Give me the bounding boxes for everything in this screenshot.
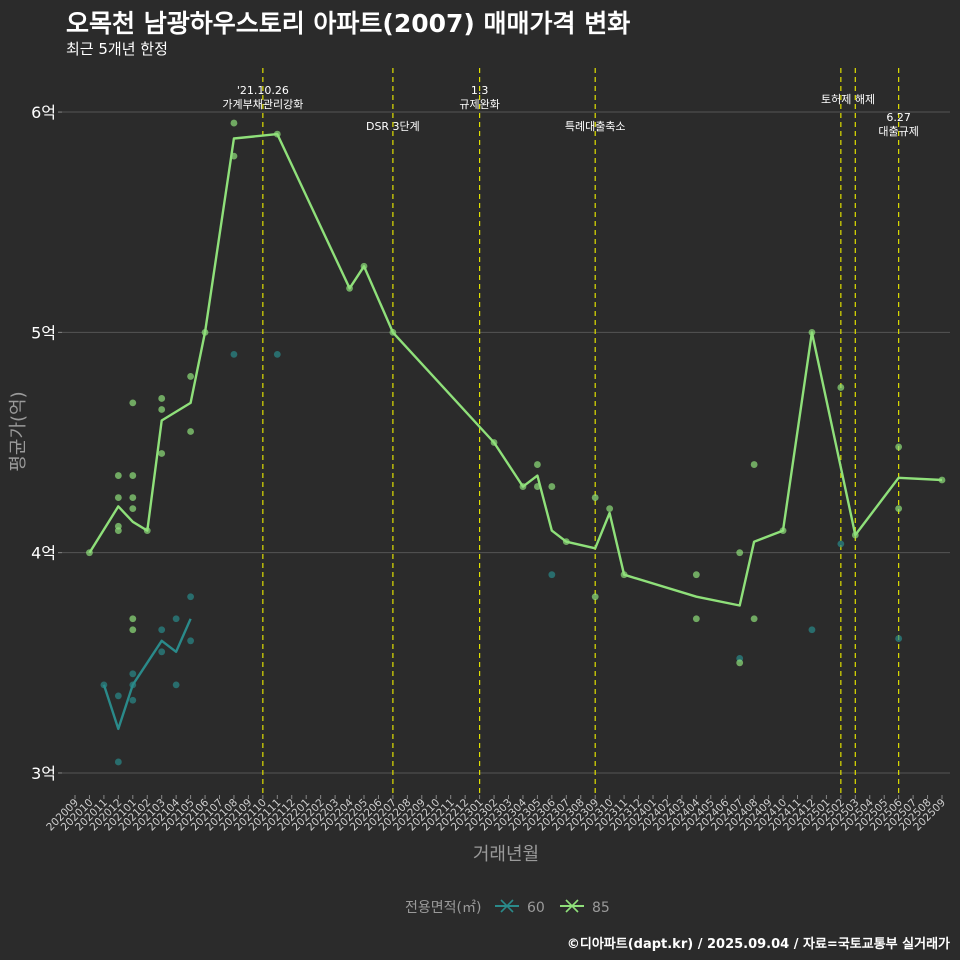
series-line-60 <box>102 618 192 731</box>
data-point-60 <box>187 637 195 645</box>
data-point-85 <box>692 571 700 579</box>
data-point-60 <box>808 626 816 634</box>
data-point-60 <box>187 593 195 601</box>
data-point-60 <box>548 571 556 579</box>
data-point-60 <box>230 350 238 358</box>
data-point-85 <box>606 505 614 513</box>
data-point-85 <box>158 395 166 402</box>
data-point-85 <box>692 615 700 623</box>
data-point-85 <box>895 505 903 513</box>
data-point-60 <box>114 758 122 766</box>
event-label: 규제완화 <box>459 98 499 111</box>
data-point-60 <box>837 540 845 548</box>
series-line-85 <box>88 132 943 607</box>
data-point-85 <box>736 659 744 667</box>
data-point-85 <box>129 615 137 623</box>
data-point-85 <box>187 373 195 380</box>
event-label: 대출규제 <box>878 125 918 138</box>
chart-subtitle: 최근 5개년 한정 <box>66 40 168 58</box>
event-label: 토허제 해제 <box>821 92 875 106</box>
data-point-60 <box>129 670 137 678</box>
data-point-85 <box>129 399 137 407</box>
data-point-85 <box>750 615 758 623</box>
event-label: 특례대출축소 <box>565 120 626 133</box>
data-point-85 <box>895 443 903 451</box>
y-axis-title: 평균가(억) <box>8 391 29 471</box>
data-point-60 <box>158 626 166 634</box>
source-caption: ©디아파트(dapt.kr) / 2025.09.04 / 자료=국토교통부 실… <box>566 937 950 952</box>
legend-key-mark <box>500 899 514 913</box>
data-point-60 <box>895 635 903 642</box>
data-point-85 <box>129 472 137 479</box>
y-tick-label: 5억 <box>31 323 56 342</box>
data-point-85 <box>591 494 599 501</box>
data-point-60 <box>273 350 281 358</box>
data-point-85 <box>750 461 758 468</box>
data-point-85 <box>129 505 137 513</box>
chart-title: 오목천 남광하우스토리 아파트(2007) 매매가격 변화 <box>66 9 631 38</box>
y-tick-label: 4억 <box>31 544 56 563</box>
legend-label-60: 60 <box>527 900 545 916</box>
legend-key-mark <box>565 899 579 913</box>
data-point-85 <box>114 472 122 479</box>
data-point-60 <box>158 648 166 656</box>
data-point-85 <box>548 483 556 490</box>
data-point-60 <box>114 692 122 700</box>
event-label: 1.3 <box>471 84 489 97</box>
data-point-85 <box>187 428 195 435</box>
data-point-85 <box>736 549 744 557</box>
x-axis-title: 거래년월 <box>473 844 539 865</box>
event-label: DSR 3단계 <box>366 120 420 133</box>
data-point-85 <box>129 626 137 634</box>
event-label: '21.10.26 <box>237 84 289 97</box>
legend-title: 전용면적(㎡) <box>405 900 481 916</box>
data-point-85 <box>837 384 845 391</box>
legend-label-85: 85 <box>592 900 610 916</box>
data-point-85 <box>129 494 137 501</box>
data-point-85 <box>591 593 599 601</box>
event-label: 6.27 <box>886 111 911 124</box>
data-point-85 <box>534 461 541 468</box>
event-label: 가계부채관리강화 <box>222 98 303 111</box>
data-point-85 <box>158 406 166 413</box>
data-point-60 <box>172 681 180 689</box>
data-point-85 <box>114 494 122 501</box>
data-point-60 <box>129 696 137 704</box>
data-point-60 <box>172 615 180 623</box>
data-point-85 <box>114 527 122 535</box>
y-tick-label: 3억 <box>31 764 56 783</box>
data-point-85 <box>158 450 166 457</box>
y-tick-label: 6억 <box>31 103 56 122</box>
data-point-85 <box>230 119 238 127</box>
